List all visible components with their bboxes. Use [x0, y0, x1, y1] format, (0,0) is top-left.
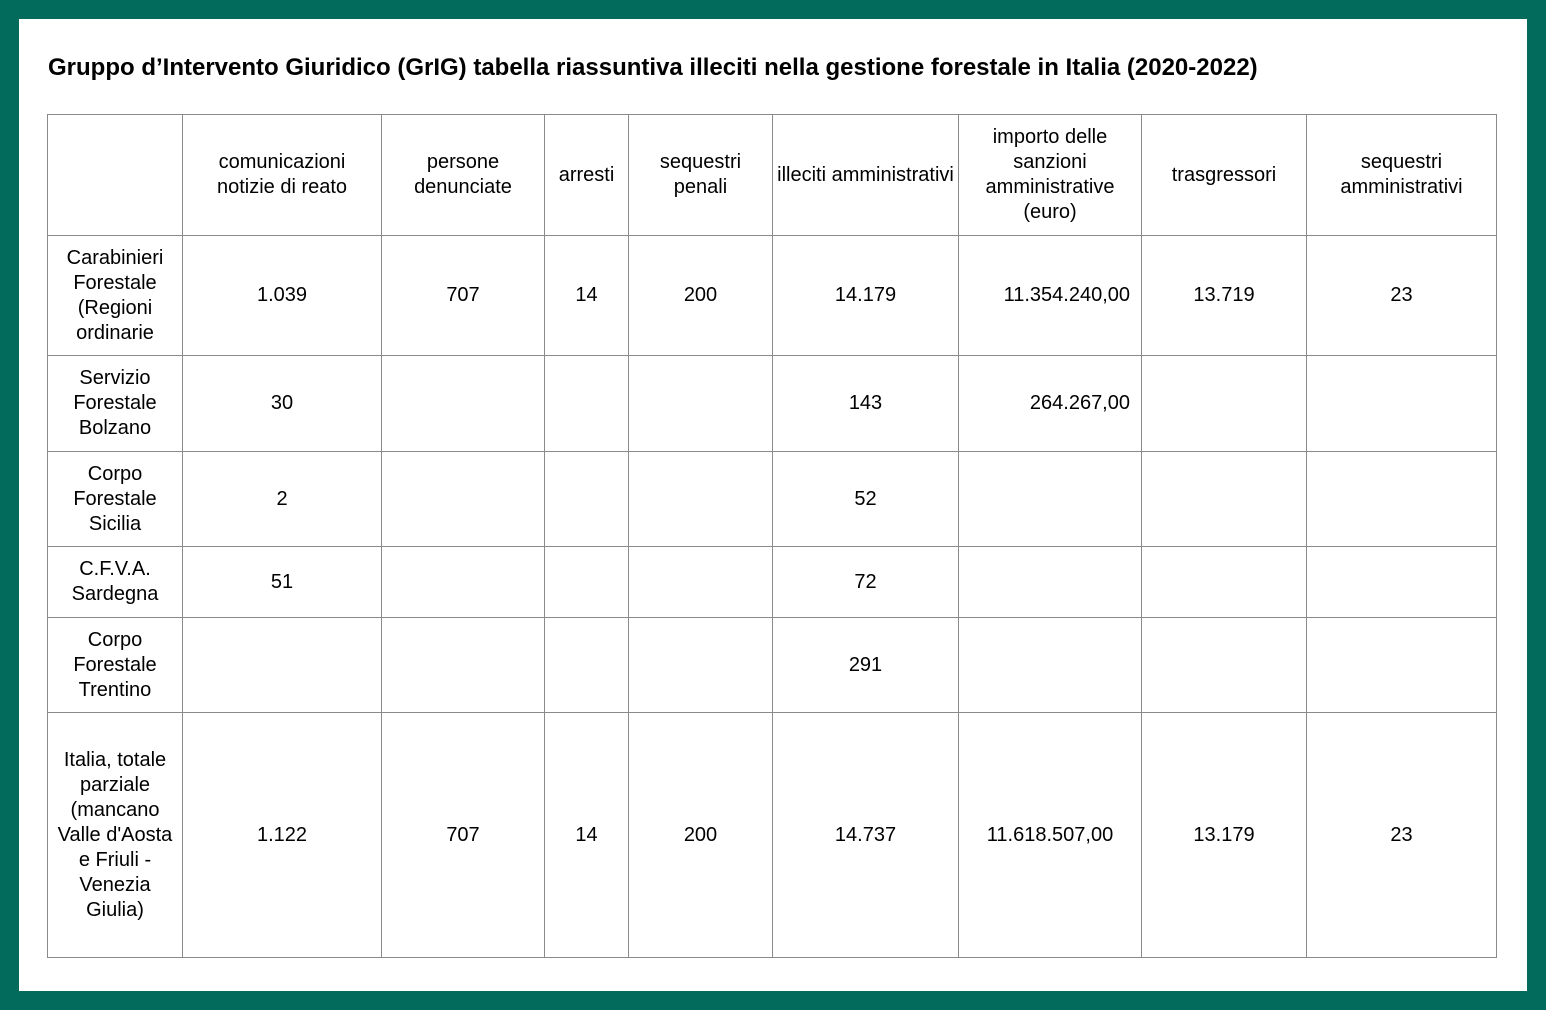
table-cell — [544, 355, 629, 452]
table-cell — [628, 617, 773, 713]
table-header-row: comunicazioni notizie di reato persone d… — [47, 114, 1497, 236]
table-row: Corpo Forestale Sicilia 2 52 — [47, 451, 1497, 547]
table-cell — [1141, 546, 1307, 618]
table-cell: 72 — [772, 546, 959, 618]
table-cell — [1306, 451, 1497, 547]
table-row: Servizio Forestale Bolzano 30 143 264.26… — [47, 355, 1497, 452]
table-cell — [1141, 617, 1307, 713]
table-cell — [544, 617, 629, 713]
table-cell — [1141, 355, 1307, 452]
row-label-cell: Carabinieri Forestale (Regioni ordinarie — [47, 235, 183, 356]
table-cell — [958, 451, 1142, 547]
table-cell: 200 — [628, 712, 773, 958]
header-cell-importo-sanzioni: importo delle sanzioni amministrative (e… — [958, 114, 1142, 236]
table-cell: 23 — [1306, 235, 1497, 356]
table-cell: 14.179 — [772, 235, 959, 356]
table-cell: 707 — [381, 712, 545, 958]
table-cell — [1306, 355, 1497, 452]
table-cell — [1141, 451, 1307, 547]
table-cell: 51 — [182, 546, 382, 618]
table-row: C.F.V.A. Sardegna 51 72 — [47, 546, 1497, 618]
table-cell — [381, 546, 545, 618]
table-cell: 13.179 — [1141, 712, 1307, 958]
row-label-cell: Servizio Forestale Bolzano — [47, 355, 183, 452]
table-cell — [381, 355, 545, 452]
table-cell — [182, 617, 382, 713]
table-cell: 2 — [182, 451, 382, 547]
table-cell — [1306, 617, 1497, 713]
header-cell-sequestri-penali: sequestri penali — [628, 114, 773, 236]
header-cell-illeciti-amministrativi: illeciti amministrativi — [772, 114, 959, 236]
header-cell-arresti: arresti — [544, 114, 629, 236]
header-cell-persone-denunciate: persone denunciate — [381, 114, 545, 236]
table-cell — [1306, 546, 1497, 618]
summary-table: comunicazioni notizie di reato persone d… — [47, 114, 1497, 958]
table-cell — [544, 546, 629, 618]
table-cell: 14 — [544, 712, 629, 958]
table-cell: 707 — [381, 235, 545, 356]
table-cell: 13.719 — [1141, 235, 1307, 356]
table-cell: 14 — [544, 235, 629, 356]
header-cell-comunicazioni: comunicazioni notizie di reato — [182, 114, 382, 236]
row-label-cell: C.F.V.A. Sardegna — [47, 546, 183, 618]
table-cell — [381, 617, 545, 713]
header-cell-sequestri-amministrativi: sequestri amministrativi — [1306, 114, 1497, 236]
table-cell — [628, 546, 773, 618]
row-label-cell: Corpo Forestale Sicilia — [47, 451, 183, 547]
header-cell-trasgressori: trasgressori — [1141, 114, 1307, 236]
row-label-cell: Italia, totale parziale (mancano Valle d… — [47, 712, 183, 958]
row-label-cell: Corpo Forestale Trentino — [47, 617, 183, 713]
table-cell — [544, 451, 629, 547]
table-cell — [958, 617, 1142, 713]
table-cell: 23 — [1306, 712, 1497, 958]
table-cell: 291 — [772, 617, 959, 713]
table-cell: 11.618.507,00 — [958, 712, 1142, 958]
table-cell: 11.354.240,00 — [958, 235, 1142, 356]
table-cell — [381, 451, 545, 547]
table-row: Corpo Forestale Trentino 291 — [47, 617, 1497, 713]
table-row: Carabinieri Forestale (Regioni ordinarie… — [47, 235, 1497, 356]
table-cell: 1.122 — [182, 712, 382, 958]
table-cell: 200 — [628, 235, 773, 356]
table-cell: 52 — [772, 451, 959, 547]
table-cell: 264.267,00 — [958, 355, 1142, 452]
table-cell — [958, 546, 1142, 618]
table-cell: 143 — [772, 355, 959, 452]
table-title: Gruppo d’Intervento Giuridico (GrIG) tab… — [48, 54, 1258, 81]
content-panel: Gruppo d’Intervento Giuridico (GrIG) tab… — [19, 19, 1527, 991]
table-cell: 14.737 — [772, 712, 959, 958]
table-cell — [628, 355, 773, 452]
header-cell-empty — [47, 114, 183, 236]
table-cell: 1.039 — [182, 235, 382, 356]
table-cell — [628, 451, 773, 547]
table-cell: 30 — [182, 355, 382, 452]
table-row-total: Italia, totale parziale (mancano Valle d… — [47, 712, 1497, 958]
